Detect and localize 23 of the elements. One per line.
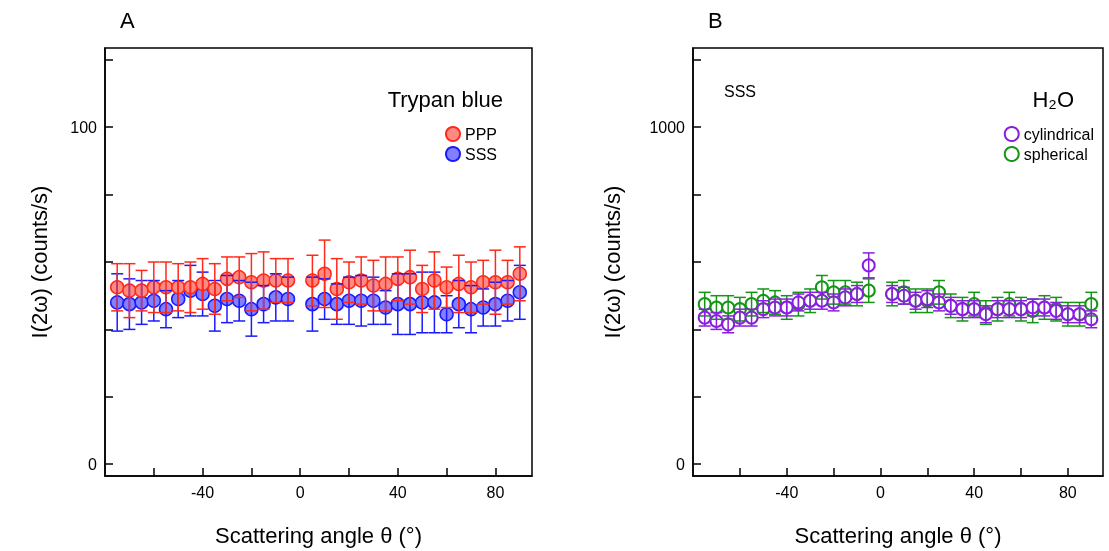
legend-label: spherical	[1023, 145, 1088, 163]
x-tick-label: 40	[965, 483, 984, 501]
y-tick-label: 100	[70, 118, 98, 136]
legend-label: cylindrical	[1023, 125, 1095, 143]
legend-label: PPP	[464, 125, 497, 143]
x-tick-label: -40	[191, 483, 215, 501]
legend-label: SSS	[464, 145, 497, 163]
x-axis-title: Scattering angle θ (°)	[794, 522, 1002, 548]
legend-title: Trypan blue	[387, 86, 504, 112]
annotation: SSS	[724, 82, 757, 100]
y-axis-title: I(2ω) (counts/s)	[599, 185, 625, 339]
x-tick-label: 0	[875, 483, 885, 501]
y-axis-title: I(2ω) (counts/s)	[26, 185, 52, 339]
legend-title: H₂O	[1032, 86, 1075, 112]
chart-title: A	[120, 7, 135, 33]
x-tick-label: 0	[295, 483, 305, 501]
chart-title: B	[708, 7, 723, 33]
y-tick-label: 1000	[649, 118, 686, 136]
x-tick-label: 80	[486, 483, 505, 501]
x-tick-label: -40	[775, 483, 799, 501]
x-tick-label: 40	[388, 483, 407, 501]
x-tick-label: 80	[1058, 483, 1077, 501]
x-axis-title: Scattering angle θ (°)	[215, 522, 422, 548]
